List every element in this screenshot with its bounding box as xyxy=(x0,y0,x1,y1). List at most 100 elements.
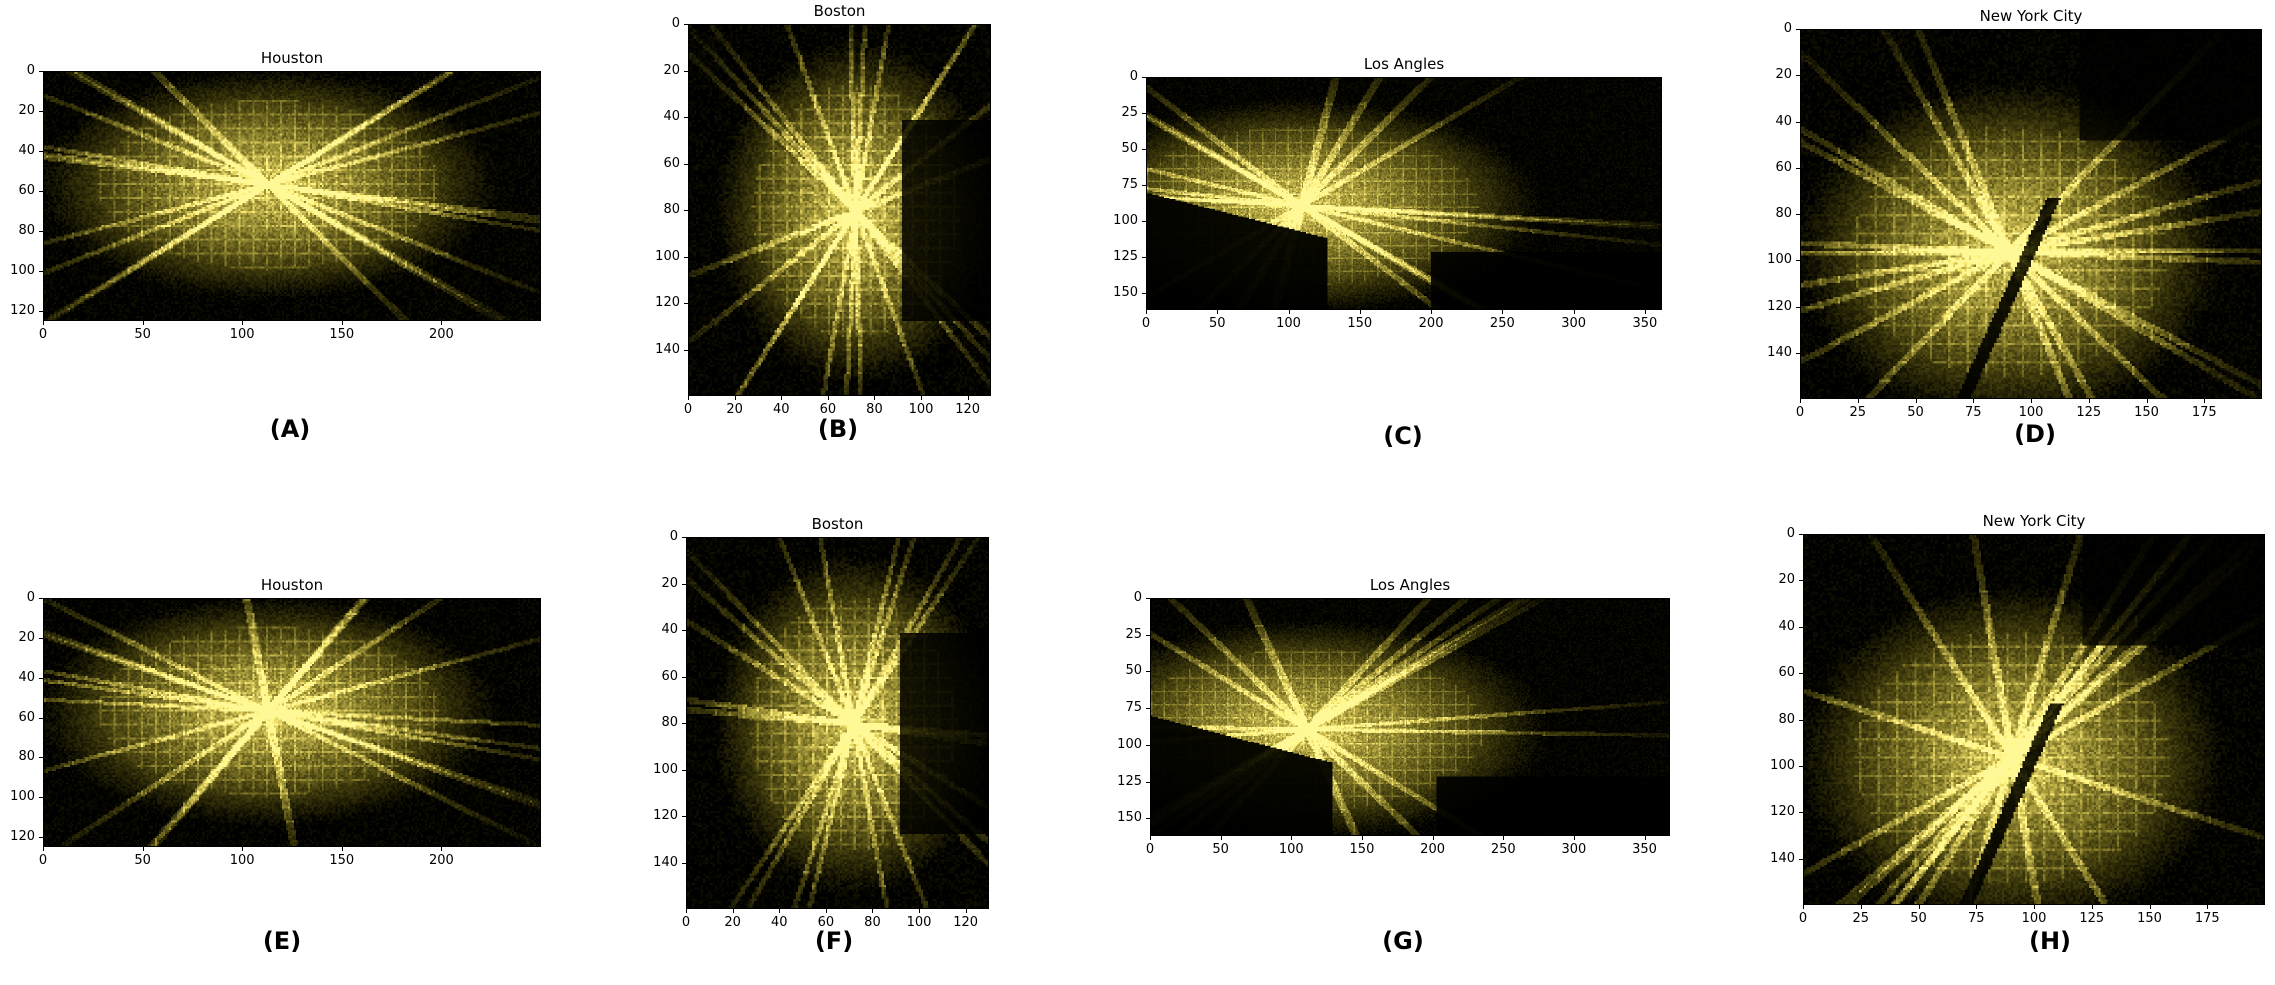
y-tick-mark xyxy=(39,231,43,232)
x-tick-label: 350 xyxy=(1632,316,1658,331)
y-tick-label: 100 xyxy=(1117,736,1142,752)
x-tick-label: 75 xyxy=(1967,911,1985,926)
y-tick-label: 0 xyxy=(1783,21,1792,36)
y-tick-mark xyxy=(1796,260,1800,262)
y-tick-mark xyxy=(1796,167,1800,169)
x-tick-label: 100 xyxy=(908,402,934,417)
x-tick-label: 100 xyxy=(2021,911,2047,926)
y-tick-mark xyxy=(39,717,43,719)
x-tick-label: 0 xyxy=(1145,842,1155,857)
y-tick-mark xyxy=(682,583,686,585)
x-tick-mark xyxy=(872,909,874,913)
y-tick-mark xyxy=(1146,781,1150,783)
y-tick-mark xyxy=(1146,671,1150,673)
x-tick-mark xyxy=(1146,310,1147,314)
x-tick-mark xyxy=(2207,905,2209,909)
panel-title-c: Los Angles xyxy=(1363,55,1445,73)
y-tick-mark xyxy=(682,676,686,678)
x-tick-label: 40 xyxy=(772,402,790,417)
y-tick-mark xyxy=(39,677,43,679)
x-tick-label: 50 xyxy=(134,853,151,868)
x-tick-mark xyxy=(1573,836,1575,840)
y-tick-label: 0 xyxy=(669,529,678,544)
x-tick-mark xyxy=(874,396,876,400)
y-tick-mark xyxy=(1146,708,1150,710)
x-tick-mark xyxy=(1803,905,1804,909)
x-tick-label: 125 xyxy=(2079,911,2105,926)
panel-title-f: Boston xyxy=(811,515,864,533)
y-tick-mark xyxy=(39,598,43,599)
y-tick-mark xyxy=(1796,75,1800,77)
y-tick-mark xyxy=(684,210,688,211)
y-tick-mark xyxy=(1142,220,1146,222)
y-tick-label: 0 xyxy=(1133,590,1142,605)
y-tick-label: 140 xyxy=(653,854,678,870)
y-tick-label: 40 xyxy=(1775,113,1792,129)
x-tick-mark xyxy=(341,321,343,325)
x-tick-mark xyxy=(1644,310,1646,314)
y-tick-mark xyxy=(1799,534,1803,535)
y-tick-label: 80 xyxy=(18,223,35,238)
x-tick-mark xyxy=(825,909,827,913)
y-tick-mark xyxy=(39,757,43,759)
x-tick-label: 150 xyxy=(329,327,355,342)
y-tick-label: 50 xyxy=(1121,140,1138,156)
x-tick-mark xyxy=(142,321,144,325)
x-tick-mark xyxy=(2088,399,2090,403)
panel-label-f: (F) xyxy=(814,927,854,955)
y-tick-mark xyxy=(682,537,686,538)
y-tick-label: 0 xyxy=(1129,69,1138,84)
y-tick-label: 150 xyxy=(1113,284,1138,300)
y-tick-label: 40 xyxy=(661,622,678,637)
x-tick-label: 250 xyxy=(1489,316,1515,331)
x-tick-label: 80 xyxy=(866,402,883,417)
y-tick-mark xyxy=(1799,673,1803,675)
y-tick-label: 40 xyxy=(18,669,35,685)
x-tick-mark xyxy=(734,396,736,400)
x-tick-mark xyxy=(1918,905,1920,909)
x-tick-label: 100 xyxy=(1276,316,1301,331)
y-tick-mark xyxy=(684,70,688,72)
y-tick-label: 150 xyxy=(1117,810,1142,826)
panel-label-c: (C) xyxy=(1383,422,1423,450)
y-tick-label: 20 xyxy=(1775,67,1792,83)
y-tick-label: 80 xyxy=(661,715,678,730)
night-lights-image-d xyxy=(1800,29,2262,399)
y-tick-mark xyxy=(1799,626,1803,628)
x-tick-label: 100 xyxy=(906,915,932,930)
x-tick-label: 100 xyxy=(1278,842,1304,857)
y-tick-mark xyxy=(684,349,688,351)
x-tick-label: 175 xyxy=(2194,911,2220,926)
night-lights-image-a xyxy=(43,71,541,321)
y-tick-mark xyxy=(684,117,688,118)
x-tick-label: 50 xyxy=(1910,911,1927,926)
y-tick-label: 100 xyxy=(10,789,35,805)
y-tick-label: 80 xyxy=(663,202,680,217)
x-tick-label: 150 xyxy=(2134,405,2159,420)
x-tick-label: 250 xyxy=(1490,842,1516,857)
x-tick-label: 100 xyxy=(2018,405,2044,420)
y-tick-mark xyxy=(682,630,686,631)
x-tick-mark xyxy=(341,847,343,851)
panel-label-d: (D) xyxy=(2014,420,2056,448)
y-tick-mark xyxy=(1146,634,1150,636)
x-tick-mark xyxy=(1150,836,1151,840)
x-tick-label: 60 xyxy=(819,402,837,417)
x-tick-mark xyxy=(1361,836,1363,840)
y-tick-label: 120 xyxy=(10,303,35,318)
y-tick-mark xyxy=(1796,121,1800,123)
y-tick-mark xyxy=(1142,112,1146,114)
x-tick-mark xyxy=(1573,310,1575,314)
x-tick-mark xyxy=(441,321,443,325)
x-tick-label: 0 xyxy=(683,402,693,417)
x-tick-mark xyxy=(1359,310,1361,314)
panel-title-a: Houston xyxy=(260,49,324,67)
y-tick-mark xyxy=(39,271,43,272)
y-tick-mark xyxy=(1796,306,1800,308)
panel-label-g: (G) xyxy=(1382,927,1424,955)
y-tick-label: 100 xyxy=(1767,252,1792,268)
night-lights-image-g xyxy=(1150,598,1670,836)
x-tick-label: 80 xyxy=(864,915,881,930)
y-tick-mark xyxy=(1796,214,1800,215)
y-tick-mark xyxy=(684,256,688,258)
